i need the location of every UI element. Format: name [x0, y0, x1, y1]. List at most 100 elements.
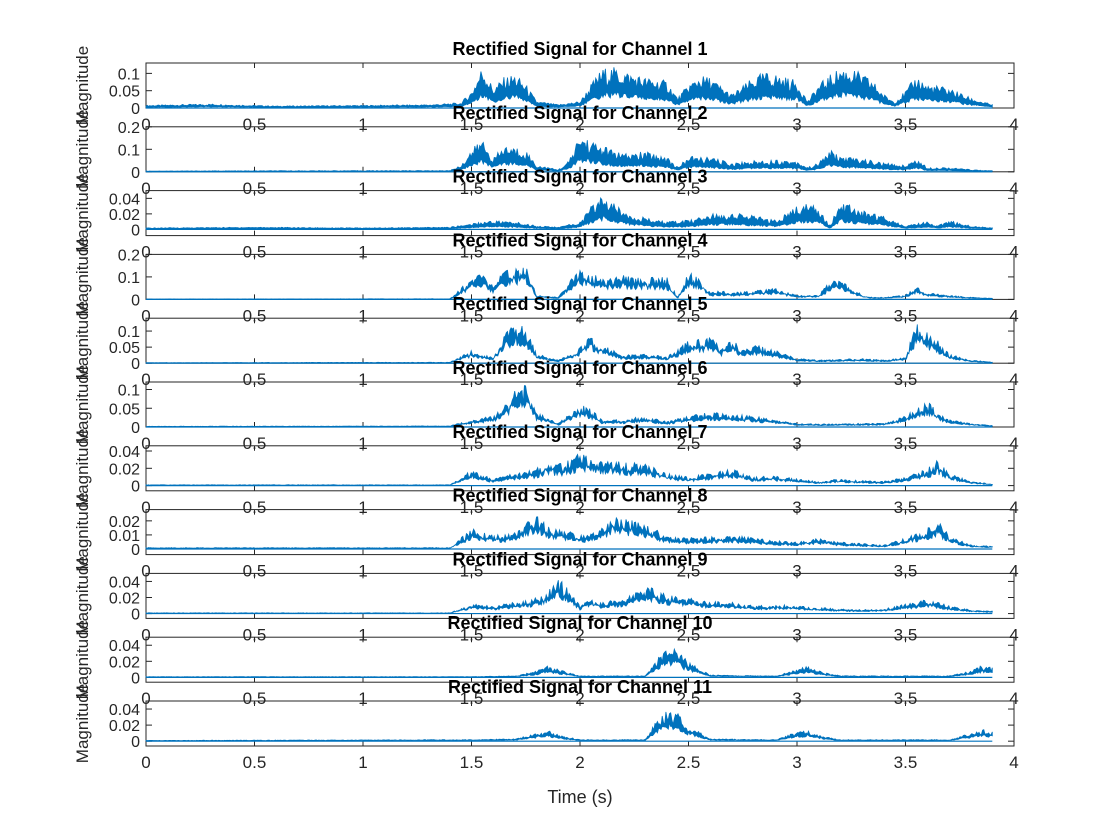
- y-tick-label: 0.1: [118, 383, 140, 400]
- y-axis-label: Magnitude: [73, 173, 92, 252]
- x-tick-label: 1: [358, 179, 367, 198]
- x-tick-label: 1: [358, 434, 367, 453]
- x-tick-label: 2: [575, 115, 584, 134]
- x-tick-label: 0: [141, 243, 150, 262]
- x-tick-label: 3: [792, 115, 801, 134]
- signal-trace: [145, 67, 993, 108]
- x-tick-label: 4: [1009, 179, 1018, 198]
- x-tick-label: 0: [141, 498, 150, 517]
- x-tick-label: 3: [792, 625, 801, 644]
- y-tick-label: 0.02: [109, 718, 140, 735]
- y-tick-label: 0.05: [109, 401, 140, 418]
- x-tick-label: 1: [358, 498, 367, 517]
- x-tick-label: 3: [792, 179, 801, 198]
- x-tick-label: 1: [358, 753, 367, 772]
- subplot-title: Rectified Signal for Channel 1: [452, 39, 707, 59]
- subplot-title: Rectified Signal for Channel 3: [452, 167, 707, 187]
- x-tick-label: 1.5: [460, 689, 484, 708]
- x-tick-label: 2: [575, 689, 584, 708]
- x-tick-label: 1: [358, 306, 367, 325]
- x-tick-label: 2.5: [677, 306, 701, 325]
- y-tick-label: 0.2: [118, 120, 140, 137]
- x-tick-label: 0: [141, 434, 150, 453]
- x-tick-label: 4: [1009, 689, 1018, 708]
- x-tick-label: 3.5: [894, 625, 918, 644]
- subplot-title: Rectified Signal for Channel 2: [452, 103, 707, 123]
- y-tick-label: 0.04: [109, 444, 140, 461]
- y-tick-label: 0: [131, 420, 140, 437]
- x-tick-label: 1.5: [460, 753, 484, 772]
- y-tick-label: 0: [131, 607, 140, 624]
- x-tick-label: 4: [1009, 115, 1018, 134]
- signal-trace: [145, 711, 993, 742]
- x-tick-label: 3.5: [894, 370, 918, 389]
- x-tick-label: 3: [792, 498, 801, 517]
- y-tick-label: 0: [131, 165, 140, 182]
- x-tick-label: 2: [575, 498, 584, 517]
- subplot-title: Rectified Signal for Channel 7: [452, 422, 707, 442]
- y-axis-label: Magnitude: [73, 492, 92, 571]
- x-tick-label: 0: [141, 753, 150, 772]
- x-tick-label: 4: [1009, 434, 1018, 453]
- subplot-channel-1: 00.050.1 0 0.5 1 1.5 2 2.5 3 3.5 4 Magnitude Rectif…: [73, 39, 1019, 134]
- subplot-title: Rectified Signal for Channel 9: [452, 549, 707, 569]
- x-tick-label: 1.5: [460, 434, 484, 453]
- subplot-title: Rectified Signal for Channel 5: [452, 294, 707, 314]
- x-tick-label: 3.5: [894, 753, 918, 772]
- x-tick-label: 2.5: [677, 370, 701, 389]
- x-tick-label: 0.5: [243, 370, 267, 389]
- y-tick-label: 0: [131, 734, 140, 751]
- y-tick-label: 0.04: [109, 702, 140, 719]
- y-tick-label: 0.02: [109, 514, 140, 531]
- x-tick-label: 4: [1009, 562, 1018, 581]
- x-tick-label: 3.5: [894, 562, 918, 581]
- x-tick-label: 2: [575, 306, 584, 325]
- y-tick-label: 0.04: [109, 574, 140, 591]
- y-tick-label: 0.1: [118, 324, 140, 341]
- subplot-title: Rectified Signal for Channel 6: [452, 358, 707, 378]
- y-tick-label: 0.02: [109, 654, 140, 671]
- y-tick-label: 0.02: [109, 207, 140, 224]
- x-tick-label: 2.5: [677, 243, 701, 262]
- x-tick-label: 0: [141, 689, 150, 708]
- x-tick-label: 1: [358, 370, 367, 389]
- x-tick-label: 1.5: [460, 179, 484, 198]
- y-axis-label: Magnitude: [73, 620, 92, 699]
- x-tick-label: 4: [1009, 498, 1018, 517]
- y-tick-label: 0: [131, 479, 140, 496]
- y-tick-label: 0.05: [109, 340, 140, 357]
- y-tick-label: 0: [131, 222, 140, 239]
- x-tick-label: 0: [141, 370, 150, 389]
- x-tick-label: 0.5: [243, 306, 267, 325]
- x-tick-label: 1.5: [460, 370, 484, 389]
- x-tick-label: 0: [141, 562, 150, 581]
- x-tick-label: 0: [141, 179, 150, 198]
- y-axis-label: Magnitude: [73, 301, 92, 380]
- x-tick-label: 2: [575, 370, 584, 389]
- x-tick-label: 3.5: [894, 498, 918, 517]
- x-tick-label: 4: [1009, 370, 1018, 389]
- x-tick-label: 1.5: [460, 115, 484, 134]
- x-tick-label: 0: [141, 306, 150, 325]
- x-tick-label: 2.5: [677, 498, 701, 517]
- x-tick-label: 2: [575, 625, 584, 644]
- y-tick-label: 0.1: [118, 66, 140, 83]
- y-tick-label: 0.02: [109, 591, 140, 608]
- y-tick-label: 0: [131, 356, 140, 373]
- subplot-title: Rectified Signal for Channel 4: [452, 230, 707, 250]
- x-tick-label: 0.5: [243, 115, 267, 134]
- x-tick-label: 3: [792, 370, 801, 389]
- subplot-title: Rectified Signal for Channel 8: [452, 486, 707, 506]
- x-tick-label: 1: [358, 115, 367, 134]
- y-tick-label: 0.05: [109, 84, 140, 101]
- x-tick-label: 2: [575, 179, 584, 198]
- x-tick-label: 0.5: [243, 243, 267, 262]
- x-axis-label: Time (s): [547, 787, 612, 807]
- x-tick-label: 4: [1009, 625, 1018, 644]
